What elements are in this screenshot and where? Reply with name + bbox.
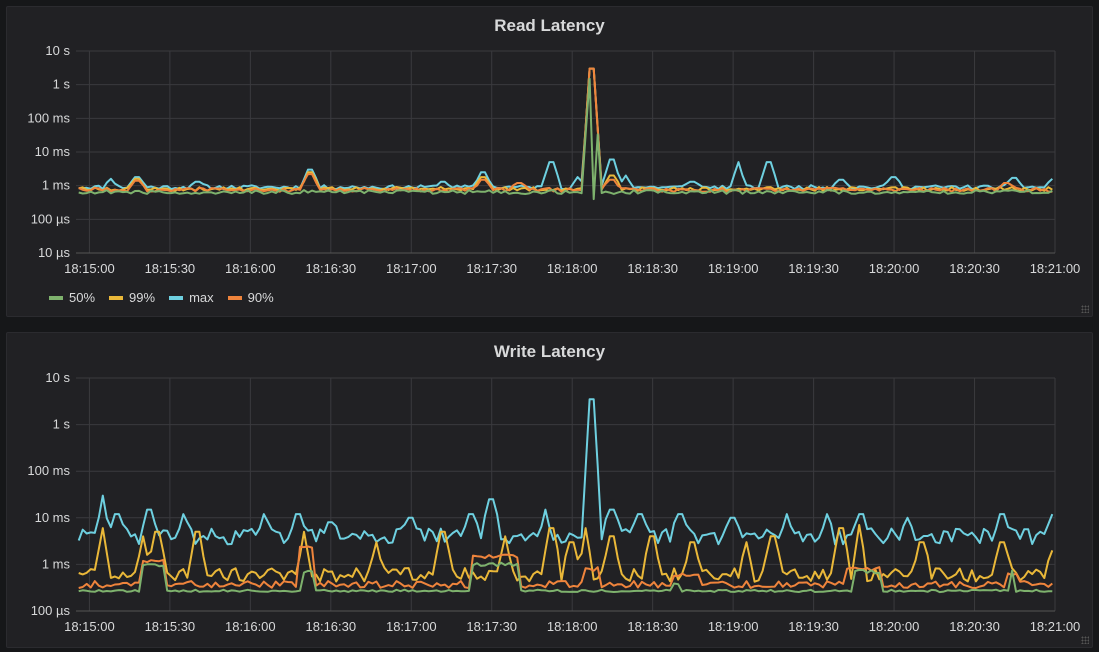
y-tick-label: 100 µs xyxy=(31,211,71,226)
x-tick-label: 18:18:00 xyxy=(547,261,598,276)
series-line-90p[interactable] xyxy=(78,67,1053,193)
y-tick-label: 10 ms xyxy=(35,510,71,525)
y-tick-label: 10 s xyxy=(45,370,70,385)
y-tick-label: 100 ms xyxy=(27,110,70,125)
y-tick-label: 10 ms xyxy=(35,144,71,159)
y-tick-label: 100 ms xyxy=(27,463,70,478)
y-tick-label: 1 ms xyxy=(42,556,71,571)
x-tick-label: 18:20:30 xyxy=(949,261,1000,276)
legend-label: 99% xyxy=(129,290,156,305)
x-tick-label: 18:18:00 xyxy=(547,619,598,634)
x-tick-label: 18:16:30 xyxy=(306,261,357,276)
x-tick-label: 18:19:30 xyxy=(788,261,839,276)
y-tick-label: 10 µs xyxy=(38,245,71,260)
series-line-max[interactable] xyxy=(77,398,1054,546)
x-tick-label: 18:16:00 xyxy=(225,619,276,634)
x-tick-label: 18:17:00 xyxy=(386,261,437,276)
x-tick-label: 18:20:30 xyxy=(949,619,1000,634)
x-tick-label: 18:15:30 xyxy=(145,619,196,634)
x-tick-label: 18:16:30 xyxy=(306,619,357,634)
panel-title[interactable]: Read Latency xyxy=(494,16,605,35)
series-line-99p[interactable] xyxy=(78,67,1053,192)
series-line-50p[interactable] xyxy=(78,77,1053,201)
legend-label: 90% xyxy=(247,290,274,305)
y-tick-label: 100 µs xyxy=(31,603,71,618)
panel-title[interactable]: Write Latency xyxy=(493,342,606,361)
x-tick-label: 18:16:00 xyxy=(225,261,276,276)
series-line-50p[interactable] xyxy=(78,561,1053,594)
series-line-max[interactable] xyxy=(78,67,1053,191)
x-tick-label: 18:15:00 xyxy=(64,261,115,276)
y-tick-label: 1 s xyxy=(53,77,71,92)
legend: 50% 99% max 90% xyxy=(49,290,274,305)
series-line-99p[interactable] xyxy=(78,524,1054,583)
x-tick-label: 18:18:30 xyxy=(627,261,678,276)
read-latency-panel: Read Latency 10 s 1 s 100 ms 10 ms 1 ms 100 µ… xyxy=(6,6,1093,317)
legend-item-max[interactable]: max xyxy=(169,290,214,305)
x-tick-label: 18:19:00 xyxy=(708,619,759,634)
legend-swatch-icon xyxy=(49,295,63,300)
y-tick-label: 1 s xyxy=(53,417,71,432)
x-tick-label: 18:21:00 xyxy=(1030,261,1081,276)
legend-swatch-icon xyxy=(169,295,184,300)
legend-item-90[interactable]: 90% xyxy=(227,290,274,305)
resize-handle-icon[interactable] xyxy=(1081,305,1089,313)
read-latency-chart: 10 s 1 s 100 ms 10 ms 1 ms 100 µs 10 µs18:15:0… xyxy=(27,43,1081,276)
write-latency-panel: Write Latency 10 s 1 s 100 ms 10 ms 1 ms 100 … xyxy=(6,332,1093,648)
y-tick-label: 1 ms xyxy=(42,178,71,193)
x-tick-label: 18:17:30 xyxy=(466,619,517,634)
x-tick-label: 18:15:00 xyxy=(64,619,115,634)
x-tick-label: 18:20:00 xyxy=(869,619,920,634)
resize-handle-icon[interactable] xyxy=(1081,636,1089,644)
y-tick-label: 10 s xyxy=(45,43,70,58)
x-tick-label: 18:17:00 xyxy=(386,619,437,634)
legend-label: 50% xyxy=(69,290,96,305)
x-tick-label: 18:20:00 xyxy=(869,261,920,276)
x-tick-label: 18:19:00 xyxy=(708,261,759,276)
x-tick-label: 18:17:30 xyxy=(466,261,517,276)
x-tick-label: 18:18:30 xyxy=(627,619,678,634)
legend-item-99[interactable]: 99% xyxy=(109,290,155,305)
legend-swatch-icon xyxy=(227,295,242,300)
x-tick-label: 18:21:00 xyxy=(1030,619,1081,634)
x-tick-label: 18:19:30 xyxy=(788,619,839,634)
legend-item-50[interactable]: 50% xyxy=(49,290,95,305)
legend-label: max xyxy=(189,290,214,305)
x-tick-label: 18:15:30 xyxy=(145,261,196,276)
legend-swatch-icon xyxy=(109,295,124,300)
series-line-90p[interactable] xyxy=(78,545,1053,589)
